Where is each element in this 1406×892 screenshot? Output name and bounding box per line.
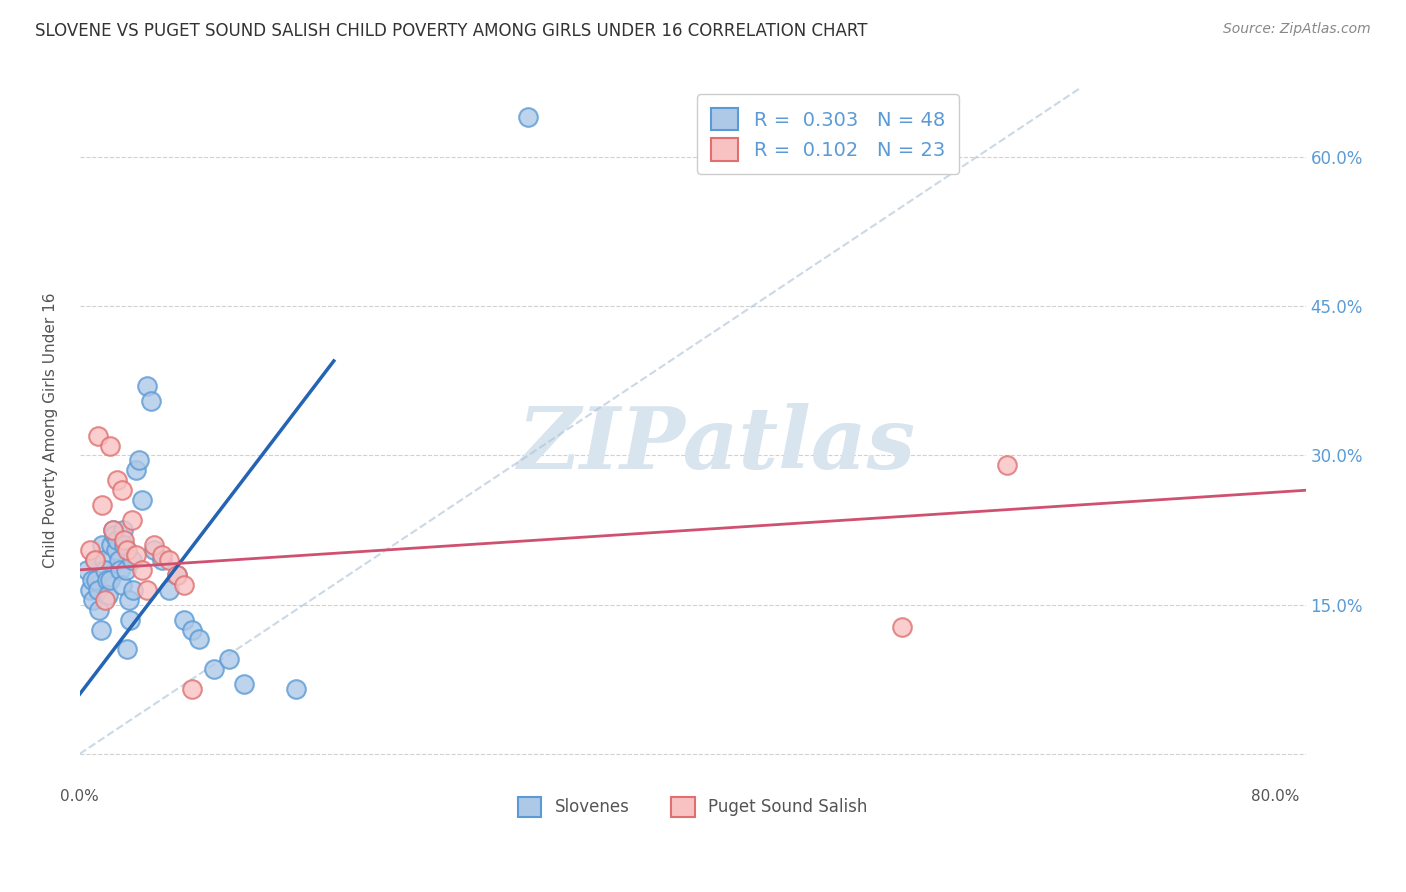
Point: [93, 553, 115, 567]
Point: [143, 538, 166, 552]
Point: [87, 602, 110, 616]
Point: [91, 538, 114, 552]
Point: [98, 573, 121, 587]
Point: [131, 563, 153, 577]
Point: [157, 553, 180, 567]
Point: [117, 642, 139, 657]
Text: ZIPatlas: ZIPatlas: [517, 403, 917, 486]
Point: [218, 652, 240, 666]
Point: [166, 567, 188, 582]
Point: [115, 563, 138, 577]
Legend: Slovenes, Puget Sound Salish: Slovenes, Puget Sound Salish: [509, 789, 876, 825]
Point: [180, 623, 202, 637]
Point: [79, 543, 101, 558]
Point: [150, 553, 173, 567]
Text: Source: ZipAtlas.com: Source: ZipAtlas.com: [1223, 22, 1371, 37]
Point: [135, 379, 157, 393]
Point: [76, 563, 98, 577]
Point: [97, 588, 120, 602]
Point: [121, 513, 143, 527]
Point: [100, 538, 122, 552]
Point: [173, 613, 195, 627]
Point: [122, 582, 145, 597]
Point: [96, 573, 118, 587]
Point: [107, 553, 129, 567]
Point: [110, 578, 132, 592]
Point: [517, 110, 540, 124]
Point: [91, 498, 114, 512]
Point: [103, 528, 125, 542]
Point: [105, 533, 128, 547]
Point: [890, 619, 912, 633]
Point: [166, 567, 188, 582]
Point: [118, 592, 141, 607]
Point: [82, 592, 104, 607]
Point: [110, 483, 132, 498]
Point: [285, 682, 308, 697]
Point: [114, 538, 136, 552]
Point: [80, 573, 103, 587]
Point: [104, 543, 127, 558]
Point: [157, 582, 180, 597]
Point: [114, 533, 136, 547]
Point: [188, 632, 211, 647]
Point: [125, 548, 148, 562]
Point: [117, 543, 139, 558]
Point: [128, 453, 150, 467]
Point: [105, 473, 128, 487]
Point: [94, 592, 117, 607]
Point: [86, 582, 108, 597]
Point: [143, 543, 166, 558]
Point: [180, 682, 202, 697]
Point: [84, 573, 107, 587]
Point: [121, 553, 143, 567]
Point: [111, 523, 134, 537]
Point: [120, 613, 142, 627]
Y-axis label: Child Poverty Among Girls Under 16: Child Poverty Among Girls Under 16: [44, 293, 58, 568]
Point: [131, 493, 153, 508]
Point: [98, 438, 121, 452]
Point: [233, 677, 256, 691]
Point: [141, 393, 163, 408]
Point: [108, 563, 131, 577]
Point: [202, 662, 225, 676]
Text: SLOVENE VS PUGET SOUND SALISH CHILD POVERTY AMONG GIRLS UNDER 16 CORRELATION CHA: SLOVENE VS PUGET SOUND SALISH CHILD POVE…: [35, 22, 868, 40]
Point: [135, 582, 157, 597]
Point: [90, 623, 112, 637]
Point: [83, 553, 105, 567]
Point: [173, 578, 195, 592]
Point: [94, 563, 117, 577]
Point: [125, 463, 148, 477]
Point: [79, 582, 101, 597]
Point: [150, 548, 173, 562]
Point: [995, 458, 1018, 473]
Point: [86, 428, 108, 442]
Point: [101, 523, 124, 537]
Point: [101, 523, 124, 537]
Point: [83, 553, 105, 567]
